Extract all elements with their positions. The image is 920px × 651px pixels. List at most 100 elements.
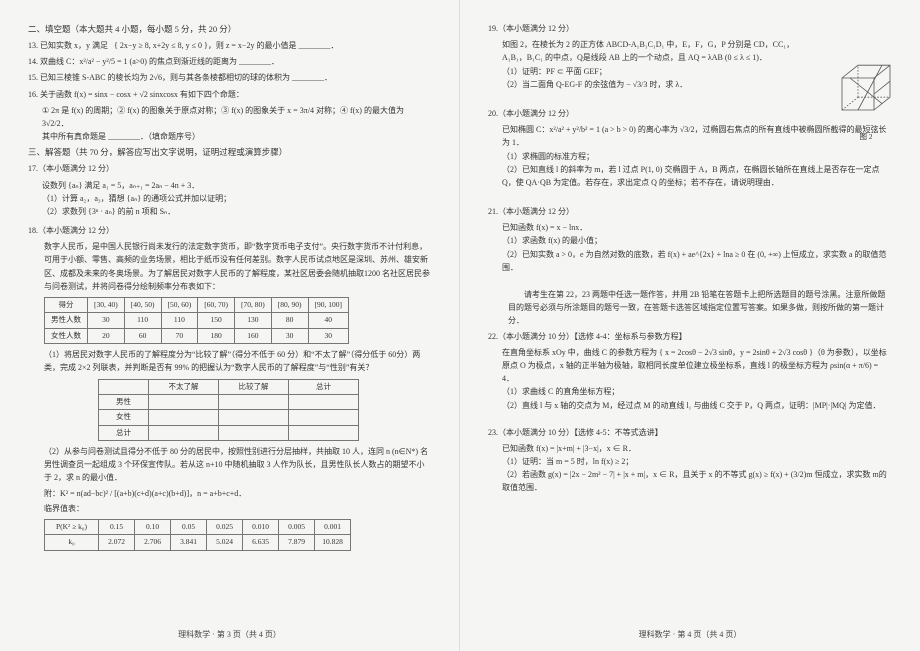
- table-cell: 女性: [99, 410, 149, 425]
- table-cell: 160: [235, 328, 272, 343]
- table-cell: 80: [271, 313, 308, 328]
- table-cell: 女性人数: [45, 328, 88, 343]
- q20-p1: 已知椭圆 C：x²/a² + y²/b² = 1 (a > b > 0) 的离心…: [488, 123, 892, 149]
- table-row: 女性: [99, 410, 359, 425]
- q16-list: ① 2π 是 f(x) 的周期；② f(x) 的图象关于原点对称；③ f(x) …: [28, 104, 431, 130]
- table-row: 总计: [99, 425, 359, 440]
- q19-block: 19.（本小题满分 12 分） 如图 2，在棱长为 2 的正方体 ABCD-A₁…: [488, 22, 892, 91]
- table-cell: k₀: [45, 535, 99, 550]
- q21-head: 21.（本小题满分 12 分）: [488, 205, 892, 218]
- table-cell: 比较了解: [219, 379, 289, 394]
- table-cell: [289, 394, 359, 409]
- page-3: 二、填空题（本大题共 4 小题，每小题 5 分，共 20 分） 13. 已知实数…: [0, 0, 460, 651]
- table-cell: 30: [308, 328, 349, 343]
- table-cell: [99, 379, 149, 394]
- choice-note: 请考生在第 22，23 两题中任选一题作答，并用 2B 铅笔在答题卡上把所选题目…: [508, 288, 892, 328]
- cube-figure: 图 2: [834, 54, 898, 126]
- q18-table1: 得分 [30, 40) [40, 50) [50, 60) [60, 70) […: [44, 297, 349, 344]
- q18-table3: P(K² ≥ k₀) 0.15 0.10 0.05 0.025 0.010 0.…: [44, 519, 351, 551]
- table-cell: 0.001: [315, 519, 351, 534]
- table-cell: 男性: [99, 394, 149, 409]
- q20-2: （2）已知直线 l 的斜率为 m，若 l 过点 P(1, 0) 交椭圆于 A，B…: [488, 163, 892, 189]
- q18-p1: 数字人民币，是中国人民银行尚未发行的法定数字货币，即“数字货币电子支付”。央行数…: [44, 240, 431, 293]
- table-cell: 2.072: [99, 535, 135, 550]
- table-cell: [60, 70): [198, 298, 235, 313]
- q20-head: 20.（本小题满分 12 分）: [488, 107, 892, 120]
- table-cell: [289, 410, 359, 425]
- table-cell: P(K² ≥ k₀): [45, 519, 99, 534]
- q23-p: 已知函数 f(x) = |x+m| + |3−x|，x ∈ R．: [488, 442, 892, 455]
- q15: 15. 已知三棱锥 S-ABC 的棱长均为 2√6，则与其各条棱都相切的球的体积…: [28, 71, 431, 84]
- q22-head: 22.（本小题满分 10 分）【选修 4-4：坐标系与参数方程】: [488, 330, 892, 343]
- section-3-title: 三、解答题（共 70 分，解答应写出文字说明，证明过程或演算步骤）: [28, 145, 431, 159]
- table-cell: 110: [161, 313, 198, 328]
- q21-block: 21.（本小题满分 12 分） 已知函数 f(x) = x − lnx． （1）…: [488, 205, 892, 274]
- page-footer-3: 理科数学 · 第 3 页（共 4 页）: [0, 628, 459, 641]
- cube-icon: [834, 54, 898, 126]
- q16: 16. 关于函数 f(x) = sinx − cosx + √2 sinxcos…: [28, 88, 431, 101]
- q19-2: （2）当二面角 Q-EG-F 的余弦值为 − √3/3 时，求 λ．: [488, 78, 892, 91]
- table-cell: 2.706: [135, 535, 171, 550]
- table-row: 男性人数 30 110 110 150 130 80 40: [45, 313, 349, 328]
- table-cell: 0.10: [135, 519, 171, 534]
- table-cell: 0.005: [279, 519, 315, 534]
- q22-1: （1）求曲线 C 的直角坐标方程；: [488, 385, 892, 398]
- q13-stem: 13. 已知实数 x，y 满足: [28, 41, 108, 50]
- table-cell: 30: [88, 313, 125, 328]
- table-cell: 40: [308, 313, 349, 328]
- q22-p1: 在直角坐标系 xOy 中，曲线 C 的参数方程为 { x = 2cosθ − 2…: [488, 346, 892, 386]
- q19-p1: 如图 2，在棱长为 2 的正方体 ABCD-A₁B₁C₁D₁ 中，E，F，G，P…: [488, 38, 892, 64]
- table-cell: 0.010: [243, 519, 279, 534]
- table-cell: 70: [161, 328, 198, 343]
- q19-1: （1）证明：PF ⊂ 平面 GEF；: [488, 65, 892, 78]
- table-cell: 20: [88, 328, 125, 343]
- table-cell: [90, 100]: [308, 298, 349, 313]
- table-row: k₀ 2.072 2.706 3.841 5.024 6.635 7.879 1…: [45, 535, 351, 550]
- q18-head: 18.（本小题满分 12 分）: [28, 224, 431, 237]
- table-cell: 150: [198, 313, 235, 328]
- table-cell: 7.879: [279, 535, 315, 550]
- q21-2: （2）已知实数 a > 0，e 为自然对数的底数，若 f(x) + ae^{2x…: [488, 248, 892, 274]
- page-footer-4: 理科数学 · 第 4 页（共 4 页）: [460, 628, 920, 641]
- table-cell: 总计: [99, 425, 149, 440]
- table-row: 女性人数 20 60 70 180 160 30 30: [45, 328, 349, 343]
- table-cell: 130: [235, 313, 272, 328]
- q18-1: （1）将居民对数字人民币的了解程度分为“比较了解”（得分不低于 60 分）和“不…: [44, 348, 431, 374]
- q18-2: （2）从参与问卷测试且得分不低于 80 分的居民中，按照性别进行分层抽样，共抽取…: [44, 445, 431, 485]
- page-4: 图 2 19.（本小题满分 12 分） 如图 2，在棱长为 2 的正方体 ABC…: [460, 0, 920, 651]
- table-cell: [289, 425, 359, 440]
- table-cell: 总计: [289, 379, 359, 394]
- table-cell: [50, 60): [161, 298, 198, 313]
- q19-head: 19.（本小题满分 12 分）: [488, 22, 892, 35]
- q17-2: （2）求数列 {3ⁿ · aₙ} 的前 n 项和 Sₙ．: [28, 205, 431, 218]
- table-cell: [149, 425, 219, 440]
- table-cell: 男性人数: [45, 313, 88, 328]
- q13: 13. 已知实数 x，y 满足 { 2x−y ≥ 8, x+2y ≤ 8, y …: [28, 39, 431, 52]
- table-cell: [40, 50): [124, 298, 161, 313]
- table-cell: 30: [271, 328, 308, 343]
- table-cell: 3.841: [171, 535, 207, 550]
- table-cell: [219, 410, 289, 425]
- q18-block: 18.（本小题满分 12 分） 数字人民币，是中国人民银行尚未发行的法定数字货币…: [28, 224, 431, 551]
- table-row: 不太了解 比较了解 总计: [99, 379, 359, 394]
- q17-head: 17.（本小题满分 12 分）: [28, 162, 431, 175]
- q18-appendix: 附：K² = n(ad−bc)² / [(a+b)(c+d)(a+c)(b+d)…: [44, 487, 431, 500]
- q23-head: 23.（本小题满分 10 分）【选修 4-5：不等式选讲】: [488, 426, 892, 439]
- table-cell: [80, 90): [271, 298, 308, 313]
- table-cell: 180: [198, 328, 235, 343]
- q21-1: （1）求函数 f(x) 的最小值；: [488, 234, 892, 247]
- section-2-title: 二、填空题（本大题共 4 小题，每小题 5 分，共 20 分）: [28, 22, 431, 36]
- table-cell: [70, 80): [235, 298, 272, 313]
- table-cell: 0.025: [207, 519, 243, 534]
- table-cell: [149, 410, 219, 425]
- table-cell: 60: [124, 328, 161, 343]
- table-cell: [219, 425, 289, 440]
- table-cell: [149, 394, 219, 409]
- table-cell: 不太了解: [149, 379, 219, 394]
- q22-block: 22.（本小题满分 10 分）【选修 4-4：坐标系与参数方程】 在直角坐标系 …: [488, 330, 892, 412]
- q17-block: 17.（本小题满分 12 分） 设数列 {aₙ} 满足 a₁ = 5，aₙ₊₁ …: [28, 162, 431, 218]
- table-cell: 10.828: [315, 535, 351, 550]
- table-cell: 0.05: [171, 519, 207, 534]
- q13-cond: { 2x−y ≥ 8, x+2y ≤ 8, y ≤ 0 }，则 z = x−2y…: [114, 41, 338, 50]
- table-cell: 得分: [45, 298, 88, 313]
